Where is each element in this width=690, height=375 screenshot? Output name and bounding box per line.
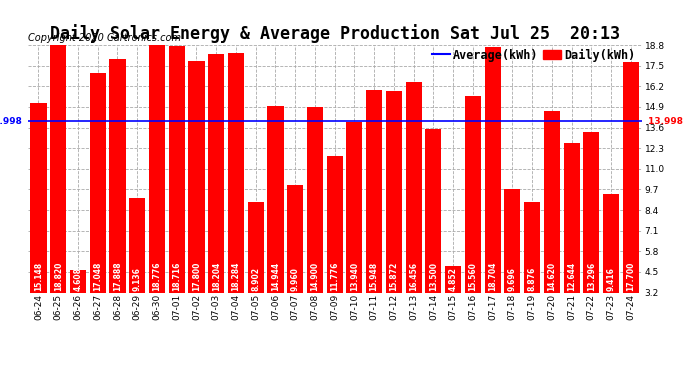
Text: 13.998: 13.998: [644, 117, 683, 126]
Bar: [90, 73, 106, 292]
Bar: [30, 103, 46, 292]
Bar: [484, 46, 501, 292]
Bar: [307, 107, 323, 292]
Bar: [267, 106, 284, 292]
Bar: [326, 156, 343, 292]
Bar: [425, 129, 442, 292]
Text: 14.900: 14.900: [310, 262, 319, 291]
Text: 14.620: 14.620: [547, 262, 556, 291]
Bar: [504, 189, 520, 292]
Text: 13.296: 13.296: [587, 262, 596, 291]
Text: 9.960: 9.960: [290, 267, 299, 291]
Bar: [248, 202, 264, 292]
Bar: [228, 53, 244, 292]
Text: 9.696: 9.696: [508, 267, 517, 291]
Bar: [386, 92, 402, 292]
Legend: Average(kWh), Daily(kWh): Average(kWh), Daily(kWh): [432, 48, 635, 62]
Bar: [346, 122, 362, 292]
Text: 12.644: 12.644: [567, 262, 576, 291]
Text: 14.944: 14.944: [271, 262, 280, 291]
Text: 18.704: 18.704: [488, 262, 497, 291]
Bar: [603, 194, 619, 292]
Text: 17.048: 17.048: [93, 262, 102, 291]
Text: 18.284: 18.284: [231, 262, 240, 291]
Text: 15.872: 15.872: [389, 262, 398, 291]
Text: 15.560: 15.560: [469, 262, 477, 291]
Bar: [406, 82, 422, 292]
Text: 13.998: 13.998: [0, 117, 21, 126]
Text: 8.876: 8.876: [528, 267, 537, 291]
Text: 15.948: 15.948: [370, 262, 379, 291]
Bar: [50, 45, 66, 292]
Title: Daily Solar Energy & Average Production Sat Jul 25  20:13: Daily Solar Energy & Average Production …: [50, 24, 620, 44]
Text: 17.700: 17.700: [627, 262, 635, 291]
Bar: [188, 61, 204, 292]
Bar: [524, 202, 540, 292]
Bar: [70, 270, 86, 292]
Text: 13.940: 13.940: [350, 262, 359, 291]
Text: 4.852: 4.852: [448, 267, 457, 291]
Bar: [287, 185, 303, 292]
Bar: [465, 96, 481, 292]
Bar: [208, 54, 224, 292]
Bar: [149, 45, 165, 292]
Text: 18.204: 18.204: [212, 262, 221, 291]
Bar: [544, 111, 560, 292]
Text: 8.902: 8.902: [251, 267, 260, 291]
Text: 18.776: 18.776: [152, 262, 161, 291]
Bar: [623, 63, 639, 292]
Text: 4.608: 4.608: [73, 267, 82, 291]
Bar: [168, 46, 185, 292]
Bar: [366, 90, 382, 292]
Bar: [445, 266, 461, 292]
Text: 17.888: 17.888: [113, 262, 122, 291]
Text: Copyright 2020 Cartronics.com: Copyright 2020 Cartronics.com: [28, 33, 181, 42]
Text: 16.456: 16.456: [409, 262, 418, 291]
Text: 15.148: 15.148: [34, 262, 43, 291]
Bar: [564, 142, 580, 292]
Text: 9.136: 9.136: [132, 267, 141, 291]
Text: 11.776: 11.776: [330, 262, 339, 291]
Text: 17.800: 17.800: [192, 262, 201, 291]
Text: 9.416: 9.416: [607, 267, 615, 291]
Text: 18.716: 18.716: [172, 262, 181, 291]
Bar: [109, 60, 126, 292]
Text: 18.820: 18.820: [54, 262, 63, 291]
Bar: [129, 198, 146, 292]
Bar: [583, 132, 600, 292]
Text: 13.500: 13.500: [429, 262, 438, 291]
